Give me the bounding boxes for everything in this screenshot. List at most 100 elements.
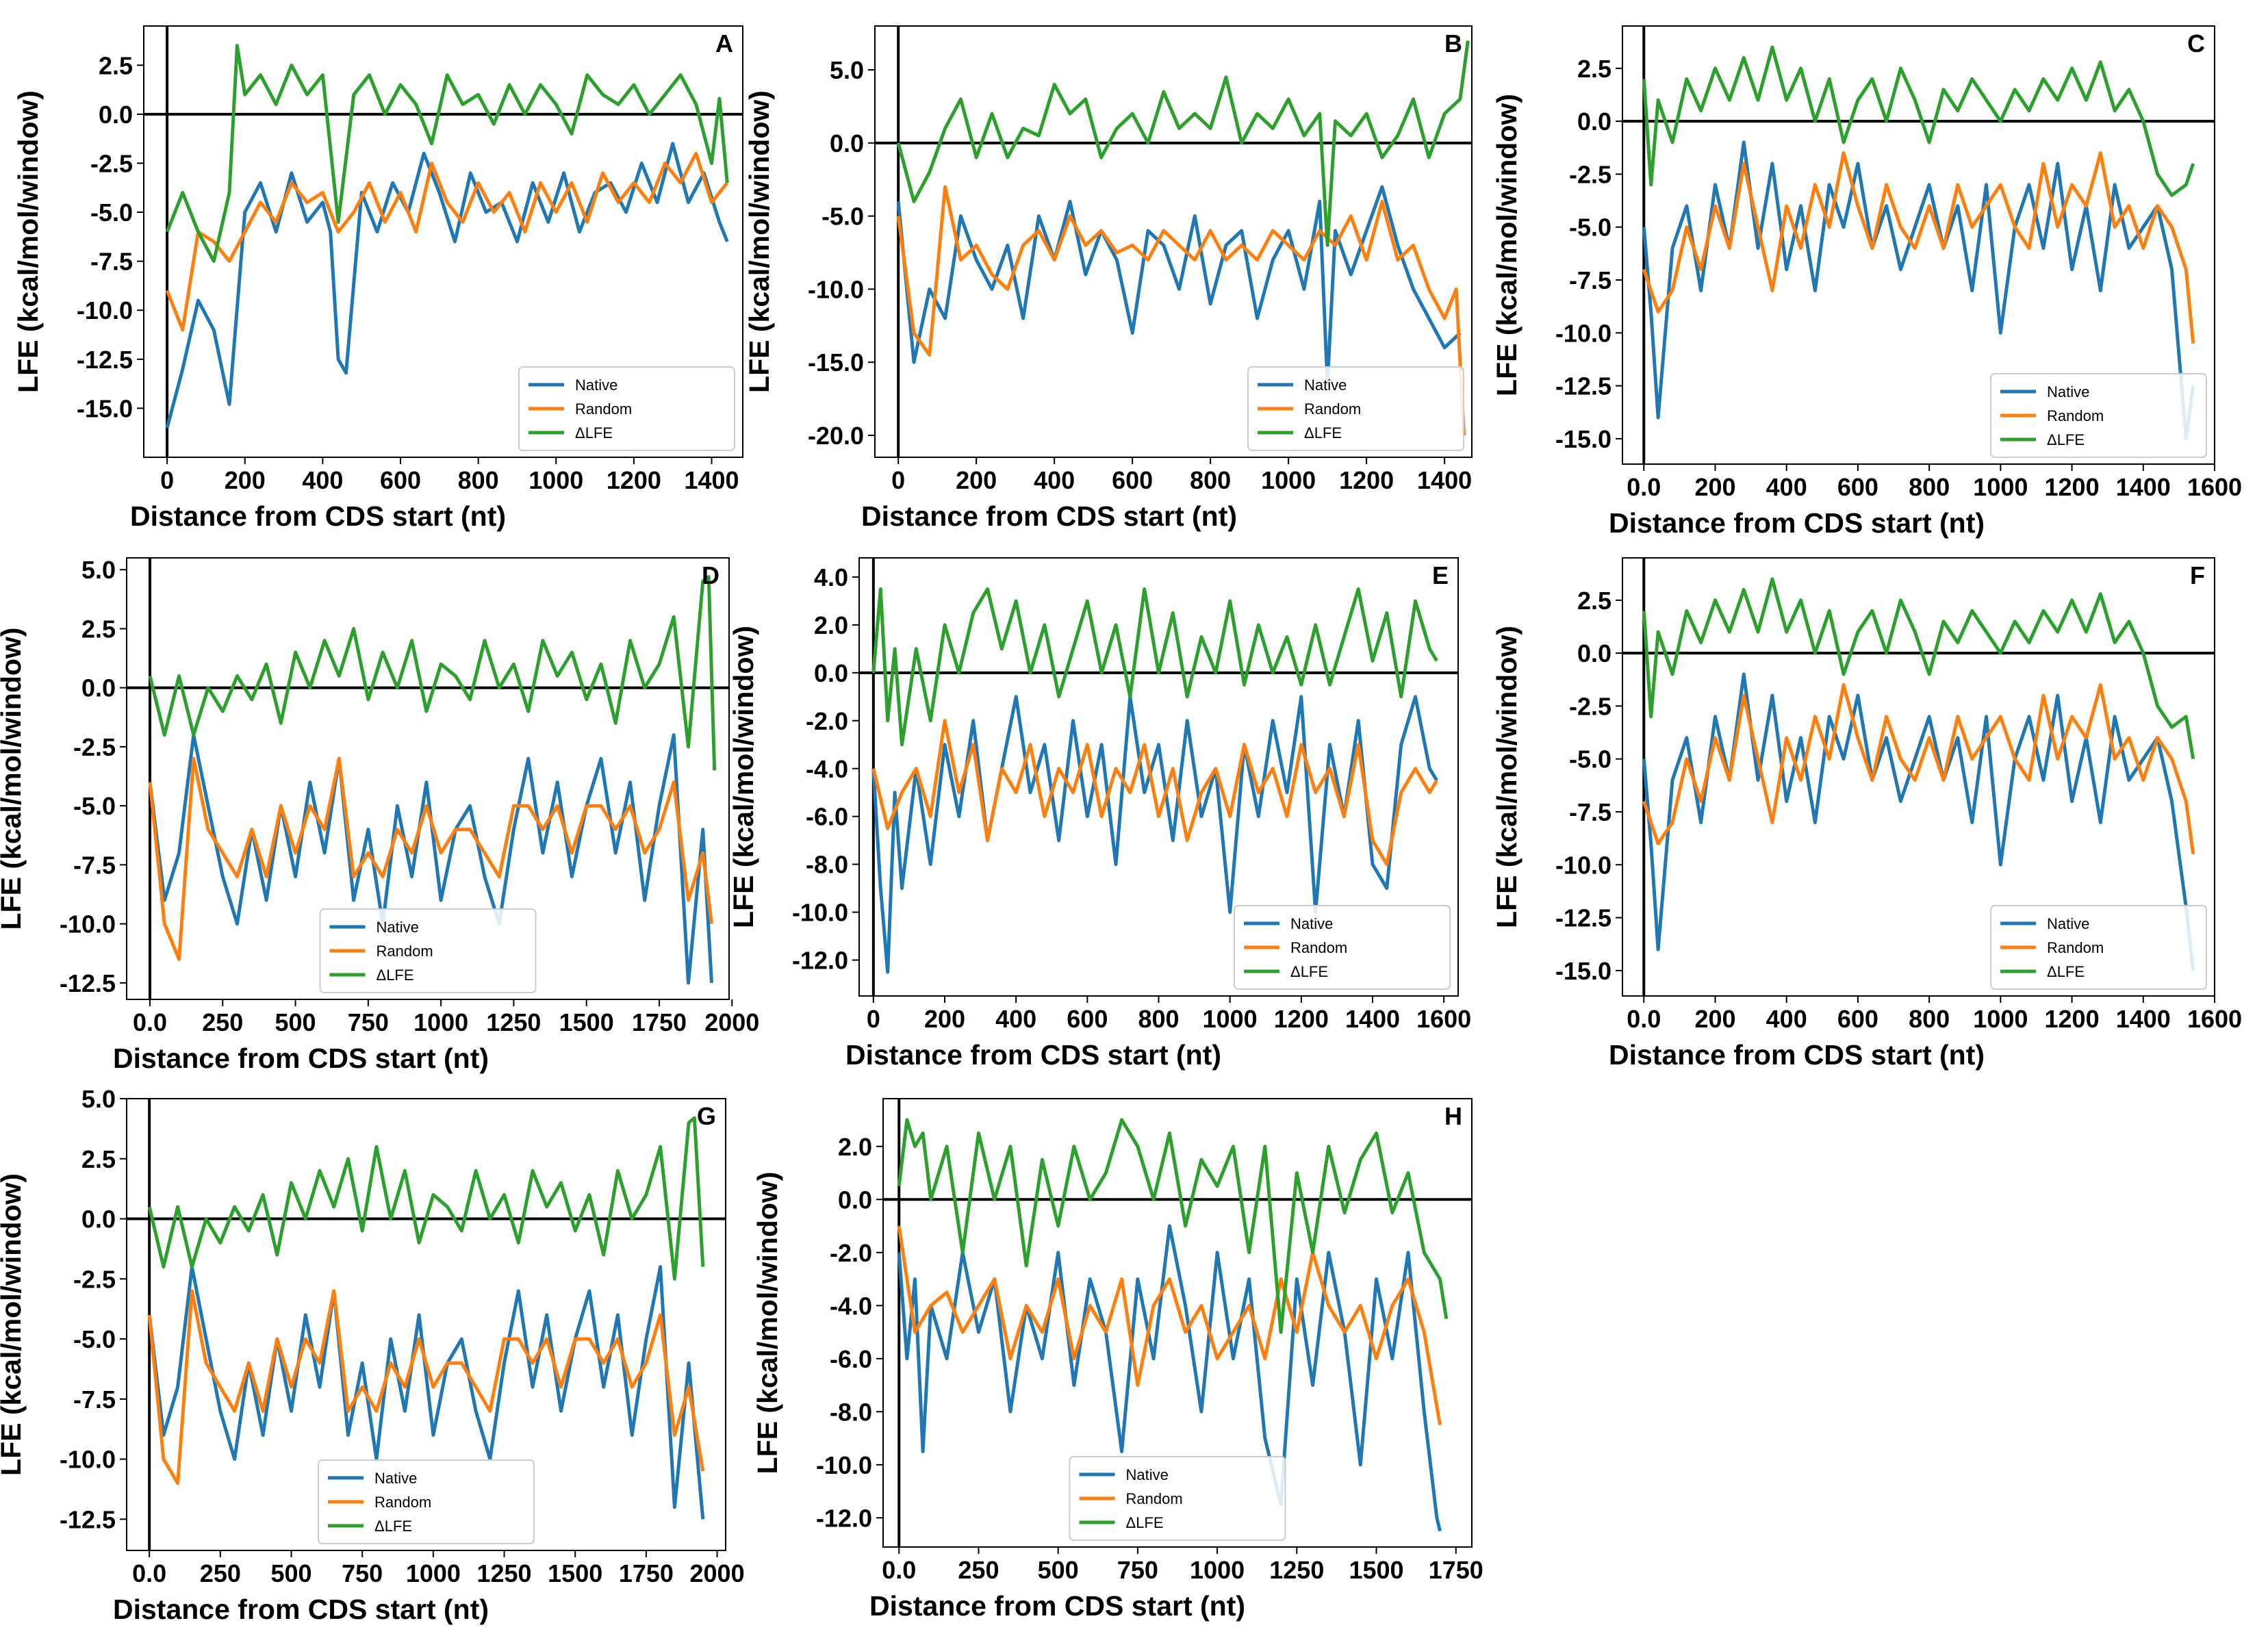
- y-tick-label: -8.0: [806, 851, 848, 879]
- y-axis-label: LFE (kcal/mol/window): [1491, 626, 1522, 928]
- x-tick-label: 1000: [528, 466, 583, 494]
- x-tick-label: 750: [1117, 1556, 1158, 1584]
- x-axis-label: Distance from CDS start (nt): [1609, 1039, 1985, 1071]
- legend-label-delta-lfe: ΔLFE: [377, 967, 414, 984]
- x-tick-label: 600: [1837, 473, 1878, 501]
- y-axis-label: LFE (kcal/mol/window): [752, 1172, 783, 1474]
- series-line-random: [1642, 683, 2195, 855]
- panel-letter: G: [697, 1102, 716, 1130]
- series-line-random: [1642, 151, 2195, 344]
- y-axis-label: LFE (kcal/mol/window): [728, 626, 759, 928]
- y-tick-label: -15.0: [1555, 425, 1611, 453]
- x-tick-label: 0.0: [133, 1008, 167, 1036]
- x-tick-label: 750: [348, 1008, 389, 1036]
- x-tick-label: 600: [1837, 1005, 1878, 1033]
- legend: Native Random ΔLFE: [1990, 905, 2207, 990]
- x-tick-label: 500: [270, 1559, 311, 1587]
- x-tick-label: 1500: [559, 1008, 614, 1036]
- y-tick-label: 4.0: [814, 563, 848, 591]
- x-tick-label: 1000: [1190, 1556, 1245, 1584]
- y-axis-label: LFE (kcal/mol/window): [12, 90, 44, 393]
- y-tick-label: 2.5: [81, 1145, 116, 1173]
- x-tick-label: 1600: [1416, 1005, 1471, 1033]
- x-tick-label: 2000: [690, 1559, 745, 1587]
- y-tick-label: -8.0: [830, 1398, 872, 1426]
- series-line-delta-lfe: [897, 1118, 1449, 1334]
- y-tick-label: -15.0: [1555, 957, 1611, 985]
- legend-label-delta-lfe: ΔLFE: [1304, 424, 1342, 442]
- series-line-native: [1642, 672, 2195, 971]
- x-tick-label: 250: [200, 1559, 241, 1587]
- panel-letter: F: [2190, 561, 2205, 589]
- y-tick-label: -10.0: [60, 910, 116, 938]
- x-tick-label: 1600: [2187, 1005, 2242, 1033]
- x-tick-label: 1250: [486, 1008, 541, 1036]
- x-tick-label: 200: [956, 466, 997, 494]
- x-axis-label: Distance from CDS start (nt): [113, 1043, 489, 1074]
- legend-label-random: Random: [1304, 400, 1361, 418]
- x-tick-label: 1200: [1274, 1005, 1329, 1033]
- x-tick-label: 1200: [2045, 1005, 2100, 1033]
- legend-label-native: Native: [1290, 915, 1333, 932]
- series-line-random: [147, 1289, 705, 1485]
- plot-frame: [126, 557, 730, 1000]
- x-axis-label: Distance from CDS start (nt): [130, 500, 506, 532]
- legend-label-delta-lfe: ΔLFE: [1126, 1514, 1164, 1531]
- panel-g: 0.0 250 500 750 1000 1250 1500 1750 2000 5.0 2.5 0.…: [0, 1085, 745, 1625]
- y-tick-label: -15.0: [808, 348, 864, 376]
- y-tick-label: -12.0: [816, 1504, 872, 1532]
- legend-label-native: Native: [374, 1470, 417, 1487]
- y-tick-label: -15.0: [77, 394, 133, 422]
- x-tick-label: 400: [1034, 466, 1075, 494]
- x-tick-label: 200: [1694, 1005, 1735, 1033]
- y-axis-label: LFE (kcal/mol/window): [0, 1173, 27, 1476]
- series-line-delta-lfe: [165, 44, 729, 264]
- y-tick-label: 0.0: [838, 1186, 872, 1214]
- series-line-delta-lfe: [1642, 45, 2195, 197]
- x-tick-label: 600: [1112, 466, 1153, 494]
- x-tick-label: 0.0: [1627, 1005, 1661, 1033]
- y-tick-label: 0.0: [814, 659, 848, 687]
- legend-label-native: Native: [1126, 1466, 1169, 1483]
- plot-frame: [126, 1098, 726, 1551]
- x-tick-label: 0: [891, 466, 905, 494]
- y-tick-label: -10.0: [1555, 319, 1611, 347]
- y-tick-label: -12.5: [77, 346, 133, 374]
- panel-f: 0.0 200 400 600 800 1000 1200 1400 1600 2.5 0.0 -2.…: [1491, 557, 2242, 1071]
- legend-label-delta-lfe: ΔLFE: [2047, 963, 2085, 980]
- series-line-delta-lfe: [871, 587, 1438, 747]
- series-line-delta-lfe: [896, 40, 1470, 247]
- x-tick-label: 400: [1766, 473, 1807, 501]
- legend-label-random: Random: [2047, 939, 2104, 956]
- panel-a: 0 200 400 600 800 1000 1200 1400 2.5 0.0 -2.5 -5.0 -…: [12, 25, 743, 532]
- x-tick-label: 400: [1766, 1005, 1807, 1033]
- y-tick-label: 2.5: [1577, 587, 1611, 615]
- x-tick-label: 1400: [684, 466, 739, 494]
- x-tick-label: 800: [1138, 1005, 1179, 1033]
- x-tick-label: 1250: [1269, 1556, 1324, 1584]
- y-tick-label: 2.0: [838, 1133, 872, 1161]
- x-tick-label: 0: [867, 1005, 880, 1033]
- x-tick-label: 1500: [1349, 1556, 1403, 1584]
- legend-label-random: Random: [377, 943, 433, 960]
- y-tick-label: -10.0: [792, 899, 848, 927]
- legend: Native Random ΔLFE: [319, 908, 537, 993]
- legend: Native Random ΔLFE: [1234, 905, 1451, 990]
- y-tick-label: 5.0: [81, 1085, 116, 1113]
- y-tick-label: 2.5: [1577, 55, 1611, 83]
- y-tick-label: -7.5: [90, 248, 133, 276]
- y-tick-label: 0.0: [830, 129, 864, 157]
- x-axis-label: Distance from CDS start (nt): [1609, 507, 1985, 539]
- y-tick-label: 0.0: [81, 674, 116, 702]
- plot-frame: [874, 25, 1473, 458]
- legend-label-native: Native: [575, 376, 617, 394]
- y-tick-label: -2.0: [806, 707, 848, 735]
- y-tick-label: -10.0: [77, 296, 133, 324]
- x-tick-label: 250: [958, 1556, 999, 1584]
- y-tick-label: -2.5: [1569, 692, 1611, 720]
- x-tick-label: 800: [1190, 466, 1231, 494]
- legend: Native Random ΔLFE: [318, 1459, 535, 1544]
- x-tick-label: 750: [342, 1559, 383, 1587]
- x-tick-label: 1400: [1417, 466, 1472, 494]
- y-tick-label: -12.5: [60, 969, 116, 997]
